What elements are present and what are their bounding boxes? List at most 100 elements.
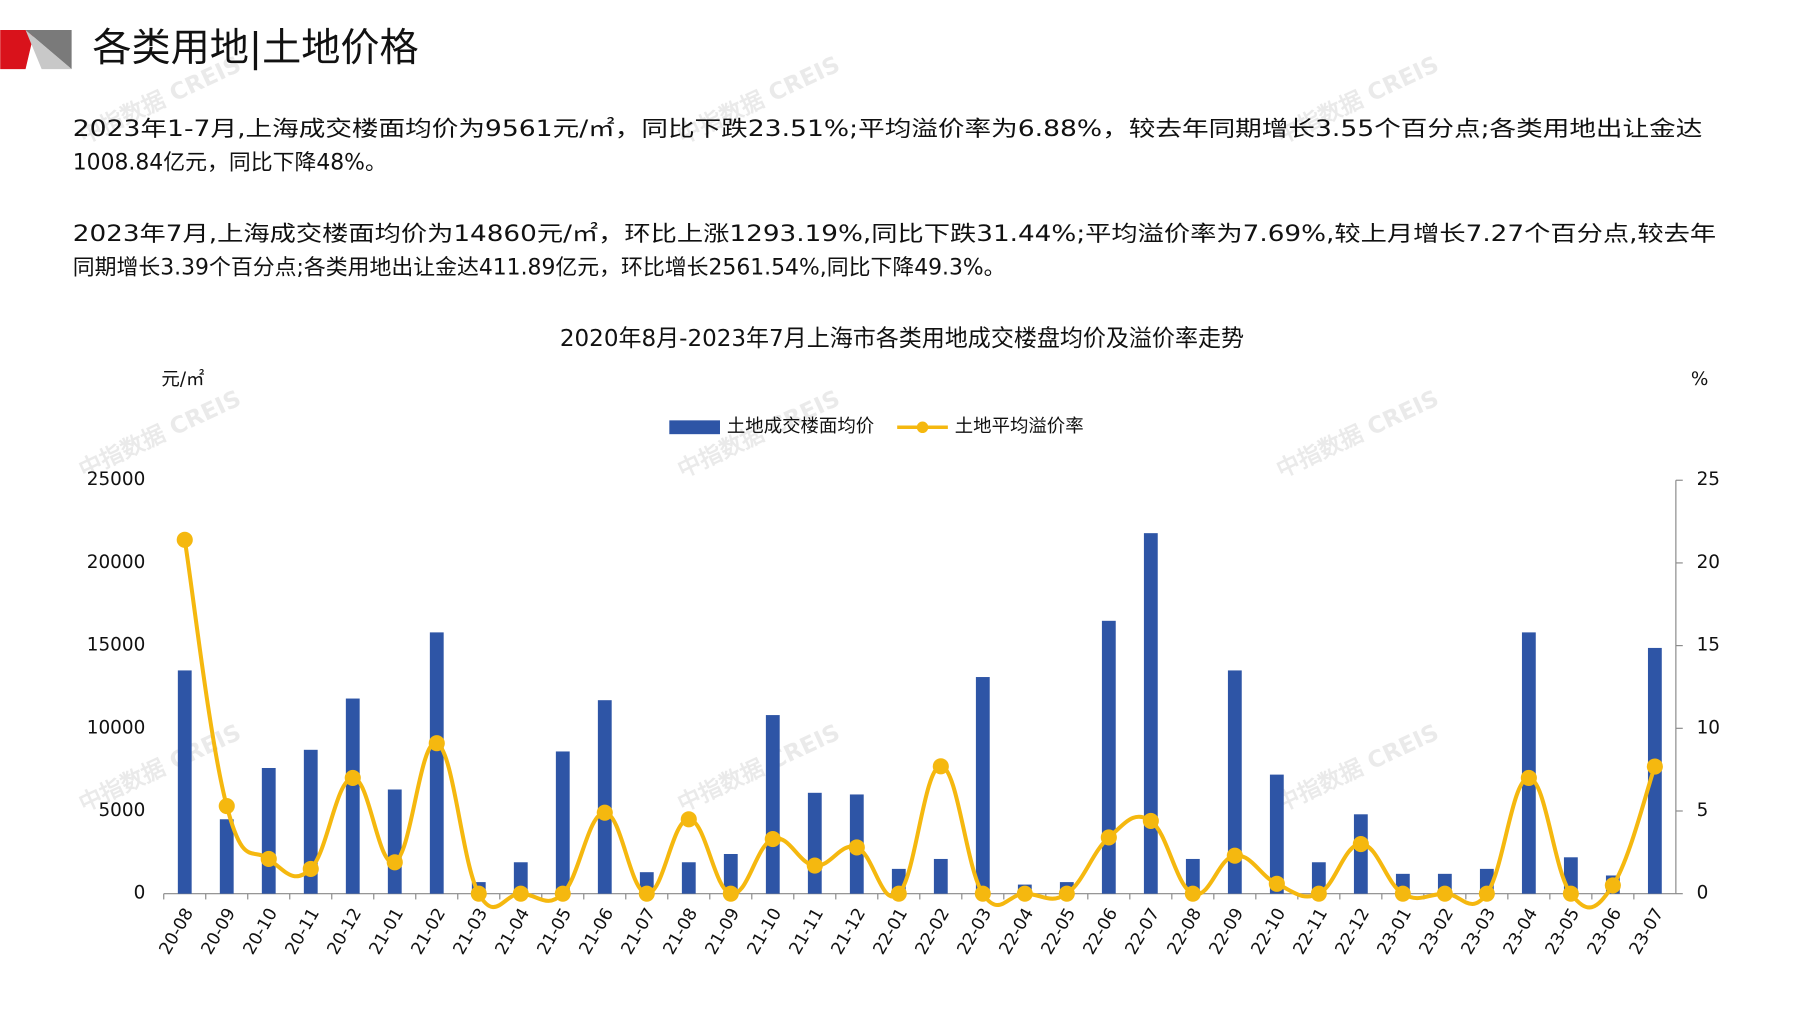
line-point xyxy=(974,885,991,902)
line-point xyxy=(1184,885,1201,902)
line-point xyxy=(848,839,865,856)
y2-tick-label: 0 xyxy=(1697,883,1709,904)
x-tick-label: 22-01 xyxy=(870,905,912,958)
x-tick-label: 22-06 xyxy=(1080,905,1122,958)
line-point xyxy=(512,885,529,902)
line-point xyxy=(638,885,655,902)
chart-title: 2020年8月-2023年7月上海市各类用地成交楼盘均价及溢价率走势 xyxy=(560,326,1244,352)
legend-label: 土地成交楼面均价 xyxy=(727,416,874,437)
line-point xyxy=(1604,877,1621,894)
line-point xyxy=(1016,885,1033,902)
line-point xyxy=(1562,885,1579,902)
bar xyxy=(975,677,990,894)
y2-tick-label: 15 xyxy=(1697,635,1720,656)
line-point xyxy=(722,885,739,902)
line-point xyxy=(1142,812,1159,829)
line-point xyxy=(1478,885,1495,902)
x-tick-label: 23-02 xyxy=(1416,905,1458,958)
line-point xyxy=(1268,875,1285,892)
line-point xyxy=(1646,758,1663,775)
bar xyxy=(1353,814,1368,894)
y-tick-label: 25000 xyxy=(87,469,146,490)
y-tick-label: 5000 xyxy=(98,800,145,821)
x-tick-label: 22-08 xyxy=(1164,905,1206,958)
x-tick-label: 22-12 xyxy=(1332,905,1374,958)
legend-label: 土地平均溢价率 xyxy=(955,416,1084,437)
x-tick-label: 22-02 xyxy=(912,905,954,958)
x-tick-label: 22-03 xyxy=(954,905,996,958)
line-point xyxy=(596,804,613,821)
line-point xyxy=(806,857,823,874)
bar xyxy=(933,858,948,894)
bar xyxy=(597,700,612,894)
line-point xyxy=(302,860,319,877)
x-tick-label: 23-03 xyxy=(1458,905,1500,958)
x-tick-label: 23-01 xyxy=(1374,905,1416,958)
bar xyxy=(1143,533,1158,894)
bar xyxy=(261,767,276,894)
line-point xyxy=(554,885,571,902)
bar xyxy=(513,862,528,894)
x-tick-label: 20-10 xyxy=(240,905,282,958)
line-point xyxy=(1394,885,1411,902)
line-point xyxy=(680,811,697,828)
line-point xyxy=(1520,769,1537,786)
line xyxy=(182,539,1657,910)
x-tick-label: 20-11 xyxy=(282,905,324,958)
line-point xyxy=(890,885,907,902)
y2-tick-label: 5 xyxy=(1697,800,1709,821)
line-point xyxy=(1310,885,1327,902)
watermark: 中指数据 CREIS xyxy=(1273,720,1443,818)
x-tick-label: 23-06 xyxy=(1584,905,1626,958)
x-tick-label: 21-10 xyxy=(744,905,786,958)
x-tick-label: 22-09 xyxy=(1206,905,1248,958)
line-point xyxy=(428,735,445,752)
x-tick-label: 21-04 xyxy=(492,905,534,958)
x-tick-label: 21-08 xyxy=(660,905,702,958)
bar xyxy=(681,862,696,894)
bar xyxy=(177,670,192,894)
bar xyxy=(1311,862,1326,894)
x-tick-label: 21-03 xyxy=(450,905,492,958)
line-point xyxy=(386,854,403,871)
logo-light xyxy=(25,29,72,70)
x-tick-label: 22-04 xyxy=(996,905,1038,958)
y-axis-label: 元/㎡ xyxy=(161,368,204,390)
line-point xyxy=(1436,885,1453,902)
y-tick-label: 20000 xyxy=(87,552,146,573)
x-tick-label: 21-09 xyxy=(702,905,744,958)
x-tick-label: 21-12 xyxy=(828,905,870,958)
y-tick-label: 15000 xyxy=(87,635,146,656)
line-point xyxy=(1352,836,1369,853)
x-tick-label: 22-07 xyxy=(1122,905,1164,958)
bar xyxy=(1227,670,1242,894)
x-tick-label: 23-07 xyxy=(1626,905,1668,958)
x-tick-label: 22-11 xyxy=(1290,905,1332,958)
x-tick-label: 21-02 xyxy=(408,905,450,958)
bar xyxy=(1521,632,1536,894)
x-tick-label: 23-04 xyxy=(1500,905,1542,958)
y2-tick-label: 25 xyxy=(1697,469,1720,490)
x-tick-label: 20-09 xyxy=(198,905,240,958)
y2-axis-label: % xyxy=(1691,369,1709,390)
line-point xyxy=(260,850,277,868)
y-tick-label: 10000 xyxy=(87,717,146,738)
x-tick-label: 21-06 xyxy=(576,905,618,958)
bar xyxy=(1269,774,1284,894)
y2-tick-label: 10 xyxy=(1697,717,1720,738)
bar xyxy=(387,789,402,894)
line-point xyxy=(1058,885,1075,902)
bar xyxy=(1101,620,1116,894)
bar xyxy=(555,751,570,894)
line-point xyxy=(218,797,235,815)
line-point xyxy=(1226,847,1243,864)
paragraph-line: 同期增长3.39个百分点;各类用地出让金达411.89亿元，环比增长2561.5… xyxy=(73,255,1006,280)
bar xyxy=(765,715,780,894)
logo-red xyxy=(0,29,35,70)
y2-tick-label: 20 xyxy=(1697,552,1720,573)
bar xyxy=(1185,858,1200,894)
bar xyxy=(723,853,738,894)
legend-swatch xyxy=(916,421,929,434)
